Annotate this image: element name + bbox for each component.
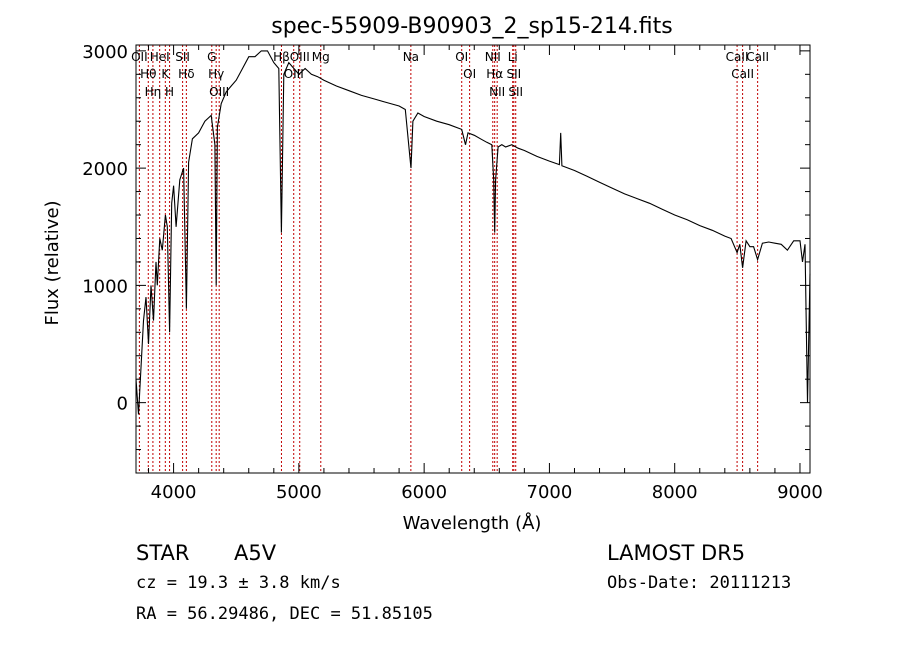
- spectral-line-label: SII: [508, 85, 523, 99]
- spectral-line-markers: [138, 45, 759, 473]
- spectral-line-label: Hγ: [208, 67, 224, 81]
- spectral-subclass: A5V: [234, 541, 277, 565]
- axis-ticks: 4000 5000 6000 7000 8000 9000 0 1000 2000 3000: [82, 42, 823, 503]
- spectral-line-label: Mg: [312, 50, 330, 64]
- spectral-line-label: OIII: [290, 50, 310, 64]
- x-axis-label: Wavelength (Å): [403, 512, 542, 534]
- chart-title: spec-55909-B90903_2_sp15-214.fits: [271, 14, 673, 39]
- spectrum-line: [135, 50, 811, 415]
- x-tick-label: 8000: [652, 482, 698, 503]
- spectral-line-label: G: [207, 50, 216, 64]
- survey-name: LAMOST DR5: [607, 541, 746, 565]
- y-tick-label: 0: [117, 394, 128, 415]
- spectral-line-label: Li: [508, 50, 518, 64]
- spectral-line-label: NII: [489, 85, 505, 99]
- spectral-line-label: CaII: [726, 50, 749, 64]
- spectral-line-label: HeI: [150, 50, 170, 64]
- x-tick-label: 6000: [401, 482, 447, 503]
- spectral-line-label: OII: [131, 50, 148, 64]
- spectral-line-label: SII: [175, 50, 190, 64]
- spectral-line-label: Hθ: [140, 67, 156, 81]
- y-tick-label: 2000: [82, 159, 128, 180]
- spectral-line-label: SII: [506, 67, 521, 81]
- spectral-line-label: Hδ: [178, 67, 194, 81]
- spectral-line-label: CaII: [731, 67, 754, 81]
- plot-frame: [135, 44, 811, 474]
- y-axis-label: Flux (relative): [42, 200, 63, 325]
- spectral-line-label: CaII: [746, 50, 769, 64]
- spectral-line-label: OIII: [284, 67, 304, 81]
- coordinates: RA = 56.29486, DEC = 51.85105: [136, 604, 433, 624]
- spectral-line-label: Hβ: [273, 50, 290, 64]
- spectral-line-label: Hη: [145, 85, 162, 99]
- redshift-value: cz = 19.3 ± 3.8 km/s: [136, 573, 341, 593]
- spectral-line-label: H: [165, 85, 174, 99]
- x-tick-label: 9000: [777, 482, 823, 503]
- y-tick-label: 1000: [82, 276, 128, 297]
- spectral-line-label: OI: [455, 50, 468, 64]
- observation-date: Obs-Date: 20111213: [607, 573, 792, 593]
- spectral-line-label: OI: [463, 67, 476, 81]
- spectral-line-label: Hα: [486, 67, 503, 81]
- x-tick-label: 7000: [527, 482, 573, 503]
- spectral-line-label: K: [161, 67, 170, 81]
- spectral-line-label: NII: [485, 50, 501, 64]
- object-class: STAR: [136, 541, 190, 565]
- spectral-line-label: Na: [403, 50, 419, 64]
- x-tick-label: 5000: [276, 482, 322, 503]
- x-tick-label: 4000: [151, 482, 197, 503]
- y-tick-label: 3000: [82, 42, 128, 63]
